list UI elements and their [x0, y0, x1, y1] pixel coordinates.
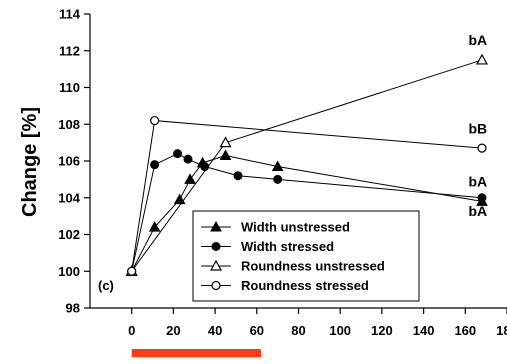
y-tick-label: 106 [58, 154, 80, 169]
series-4 [127, 115, 487, 276]
data-point [183, 154, 193, 164]
y-tick-label: 104 [58, 190, 80, 205]
data-point [200, 162, 210, 172]
y-tick-label: 100 [58, 264, 80, 279]
legend-item: Width stressed [201, 239, 334, 254]
legend-label: Width stressed [241, 239, 334, 254]
series-line [131, 154, 483, 272]
x-tick-label: 160 [454, 323, 476, 338]
legend-item: Roundness stressed [201, 278, 369, 293]
x-tick-label: 60 [250, 323, 264, 338]
x-tick-label: 20 [166, 323, 180, 338]
data-point [219, 136, 232, 148]
significance-label: bA [468, 174, 487, 190]
x-tick-label: 180 [496, 323, 507, 338]
x-tick-label: 80 [291, 323, 305, 338]
legend-item: Width unstressed [201, 220, 350, 235]
significance-label: bB [468, 120, 487, 136]
data-point [127, 266, 137, 276]
data-point [150, 160, 160, 170]
x-tick-label: 40 [208, 323, 222, 338]
legend-marker [209, 259, 223, 271]
significance-label: bA [468, 203, 487, 219]
legend-label: Roundness unstressed [241, 259, 385, 274]
legend: Width unstressed Width stressed Roundness … [192, 210, 420, 302]
significance-label: bA [468, 32, 487, 48]
y-tick-label: 108 [58, 117, 80, 132]
data-point [219, 149, 232, 160]
data-point [477, 143, 487, 153]
panel-label: (c) [98, 278, 114, 293]
y-axis-label: Change [%] [19, 107, 41, 217]
x-tick-label: 120 [371, 323, 393, 338]
data-point [184, 173, 196, 184]
legend-item: Roundness unstressed [201, 259, 385, 274]
data-point [477, 193, 487, 203]
y-tick-label: 112 [59, 43, 80, 58]
x-tick-label: 0 [128, 323, 135, 338]
plot-area: 98 100 102 104 106 108 110 112 114 0 20 40 60 80 100 12… [58, 7, 507, 357]
x-tick-label: 140 [413, 323, 435, 338]
legend-label: Roundness stressed [241, 278, 369, 293]
legend-label: Width unstressed [241, 220, 350, 235]
legend-marker [210, 220, 222, 232]
data-point [150, 115, 160, 126]
x-tick-label: 100 [329, 323, 351, 338]
data-point [271, 160, 284, 172]
data-point [475, 53, 488, 65]
annotations: bA bB bA bA [468, 32, 487, 219]
data-point [173, 149, 183, 159]
data-point [173, 193, 186, 205]
data-point [233, 171, 243, 181]
y-tick-label: 110 [59, 80, 80, 95]
data-point [273, 174, 283, 184]
y-tick-label: 114 [59, 7, 81, 22]
y-tick-label: 98 [66, 301, 80, 316]
legend-marker [211, 280, 221, 291]
y-tick-label: 102 [58, 227, 80, 242]
legend-marker [211, 242, 221, 251]
data-point [148, 221, 161, 232]
series-layer [125, 53, 488, 276]
highlight-bar [131, 349, 261, 357]
